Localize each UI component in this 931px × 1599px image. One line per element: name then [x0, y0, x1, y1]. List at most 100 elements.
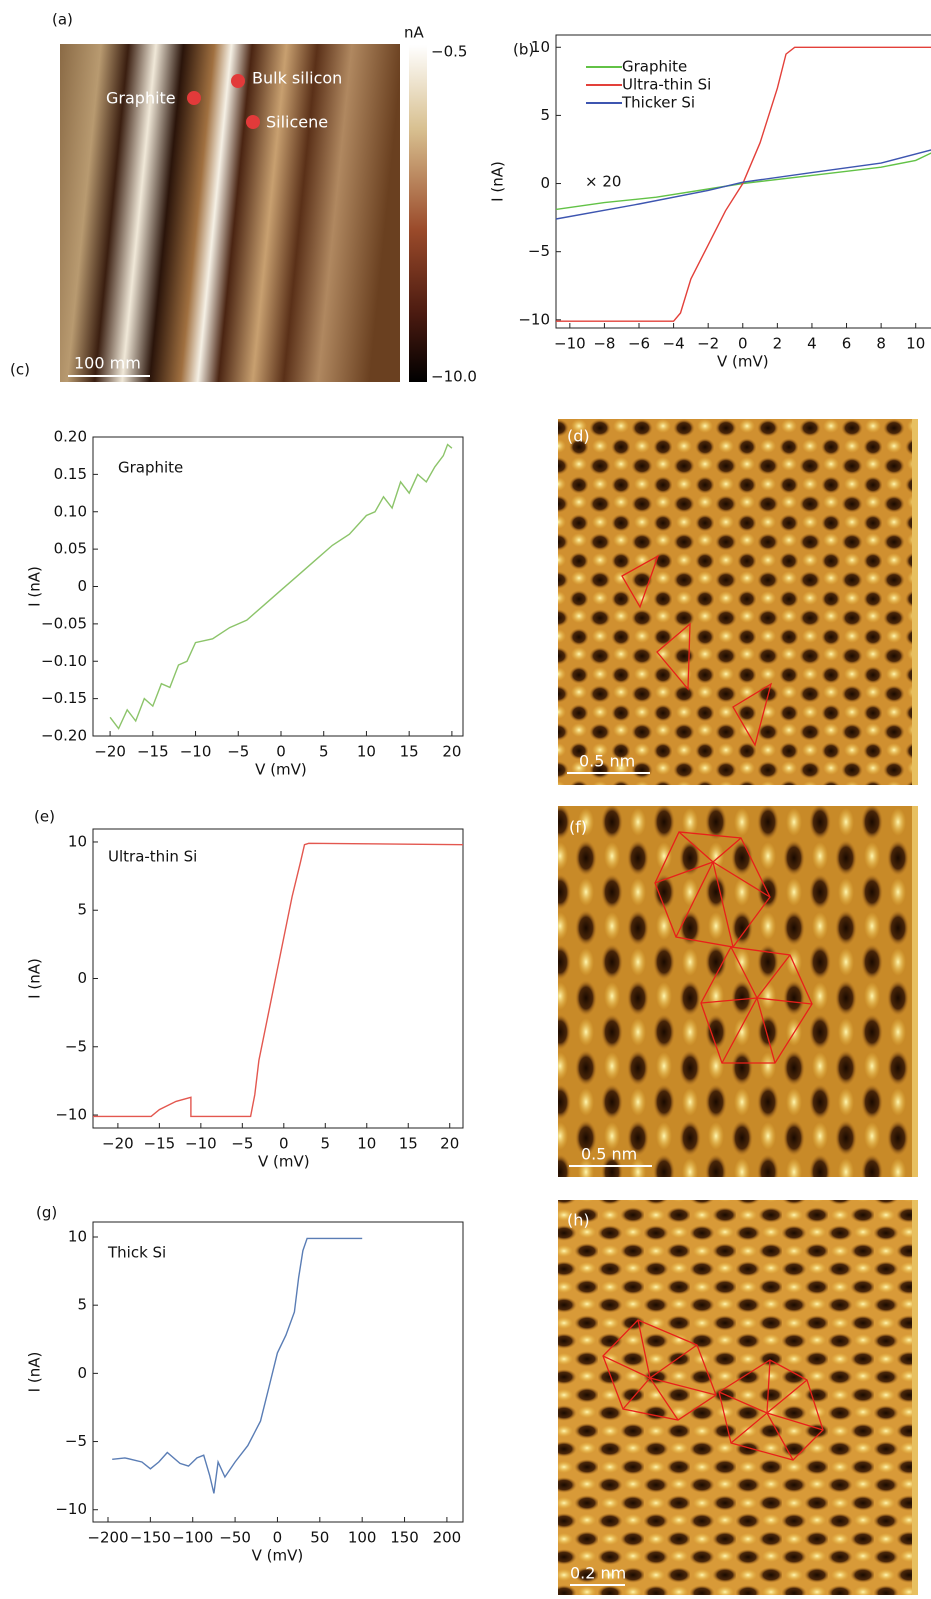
- colorbar-edge: [912, 1200, 918, 1595]
- x-tick-label: 0: [273, 1529, 283, 1547]
- scale-bar-label: 0.2 nm: [570, 1564, 626, 1583]
- x-tick-label: −10: [554, 335, 586, 353]
- x-tick-label: −150: [130, 1529, 171, 1547]
- y-axis-label: I (nA): [26, 1352, 44, 1393]
- x-tick-label: 2: [773, 335, 783, 353]
- y-tick-label: 10: [68, 832, 87, 850]
- x-tick-label: −50: [219, 1529, 251, 1547]
- x-tick-label: −10: [180, 743, 212, 761]
- x-tick-label: −2: [697, 335, 719, 353]
- y-tick-label: −0.20: [41, 727, 87, 745]
- x-tick-label: −5: [231, 1135, 253, 1153]
- colorbar-unit: nA: [404, 24, 425, 42]
- y-axis-label: I (nA): [26, 958, 44, 999]
- x-tick-label: −100: [172, 1529, 213, 1547]
- annotation: Ultra-thin Si: [108, 848, 197, 866]
- plot-frame: [92, 436, 464, 737]
- y-tick-label: −5: [65, 1432, 87, 1450]
- legend-label: Ultra-thin Si: [622, 76, 711, 94]
- colorbar: [409, 45, 427, 382]
- x-tick-label: 50: [310, 1529, 329, 1547]
- y-tick-label: −5: [65, 1037, 87, 1055]
- x-tick-label: −15: [137, 743, 169, 761]
- plot-frame: [555, 34, 931, 329]
- x-tick-label: −15: [144, 1135, 176, 1153]
- y-tick-label: 5: [77, 1296, 87, 1314]
- y-axis-label: I (nA): [489, 161, 507, 202]
- series-line: [93, 842, 464, 1118]
- y-tick-label: −10: [55, 1106, 87, 1124]
- panel-label: (e): [34, 808, 55, 826]
- y-tick-label: 10: [531, 38, 550, 56]
- x-tick-label: 5: [319, 743, 329, 761]
- x-tick-label: −20: [94, 743, 126, 761]
- x-tick-label: −6: [628, 335, 650, 353]
- series-line: [556, 46, 931, 322]
- colorbar-edge: [912, 419, 918, 785]
- x-tick-label: 200: [433, 1529, 462, 1547]
- x-tick-label: −8: [593, 335, 615, 353]
- x-tick-label: 10: [906, 335, 925, 353]
- panel-label: (b): [513, 41, 534, 59]
- scale-bar-label: 100 mm: [74, 354, 141, 373]
- stm-image: [558, 806, 912, 1177]
- x-axis-label: V (mV): [252, 1547, 304, 1565]
- x-tick-label: 10: [357, 1135, 376, 1153]
- colorbar-max: −0.5: [431, 43, 467, 61]
- x-tick-label: 20: [440, 1135, 459, 1153]
- y-tick-label: −0.15: [41, 689, 87, 707]
- panel-label: (f): [569, 818, 587, 837]
- image-label: Bulk silicon: [252, 69, 342, 88]
- y-tick-label: −0.10: [41, 652, 87, 670]
- y-tick-label: 0.05: [54, 540, 87, 558]
- legend-label: Graphite: [622, 58, 687, 76]
- y-tick-label: −10: [518, 310, 550, 328]
- x-tick-label: 0: [738, 335, 748, 353]
- x-axis-label: V (mV): [255, 761, 307, 779]
- x-tick-label: −200: [87, 1529, 128, 1547]
- y-tick-label: −10: [55, 1500, 87, 1518]
- x-tick-label: −20: [102, 1135, 134, 1153]
- overlay: [602, 1319, 824, 1461]
- stm-image: [558, 419, 912, 785]
- y-tick-label: 0: [77, 1364, 87, 1382]
- annotation: Thick Si: [107, 1244, 166, 1262]
- overlay: [654, 831, 813, 1064]
- y-tick-label: 0: [77, 969, 87, 987]
- image-label: Graphite: [106, 89, 176, 108]
- panel-label: (c): [10, 361, 30, 379]
- x-tick-label: 10: [357, 743, 376, 761]
- y-tick-label: 0.10: [54, 502, 87, 520]
- legend-label: Thicker Si: [621, 94, 695, 112]
- panel-label: (d): [567, 427, 590, 446]
- x-tick-label: 150: [390, 1529, 419, 1547]
- colorbar-edge: [912, 806, 918, 1177]
- y-tick-label: −5: [528, 242, 550, 260]
- x-tick-label: 15: [400, 743, 419, 761]
- x-tick-label: 100: [348, 1529, 377, 1547]
- x-tick-label: 4: [807, 335, 817, 353]
- x-tick-label: −5: [227, 743, 249, 761]
- scale-bar-label: 0.5 nm: [581, 1145, 637, 1164]
- x-tick-label: 6: [842, 335, 852, 353]
- x-tick-label: −4: [663, 335, 685, 353]
- y-tick-label: 0.20: [54, 428, 87, 446]
- image-label: Silicene: [266, 113, 328, 132]
- x-tick-label: 0: [279, 1135, 289, 1153]
- x-tick-label: 20: [442, 743, 461, 761]
- marker: [187, 91, 201, 105]
- y-tick-label: 0: [540, 174, 550, 192]
- panel-label: (h): [567, 1211, 590, 1230]
- series-line: [109, 443, 453, 730]
- panel-label: (g): [36, 1204, 57, 1222]
- series-line: [555, 149, 931, 220]
- y-axis-label: I (nA): [26, 566, 44, 607]
- x-tick-label: −10: [185, 1135, 217, 1153]
- y-tick-label: −0.05: [41, 614, 87, 632]
- y-tick-label: 0.15: [54, 465, 87, 483]
- afm-image: [60, 44, 400, 382]
- panel-label: (a): [52, 11, 73, 29]
- y-tick-label: 10: [68, 1228, 87, 1246]
- annotation: Graphite: [118, 459, 183, 477]
